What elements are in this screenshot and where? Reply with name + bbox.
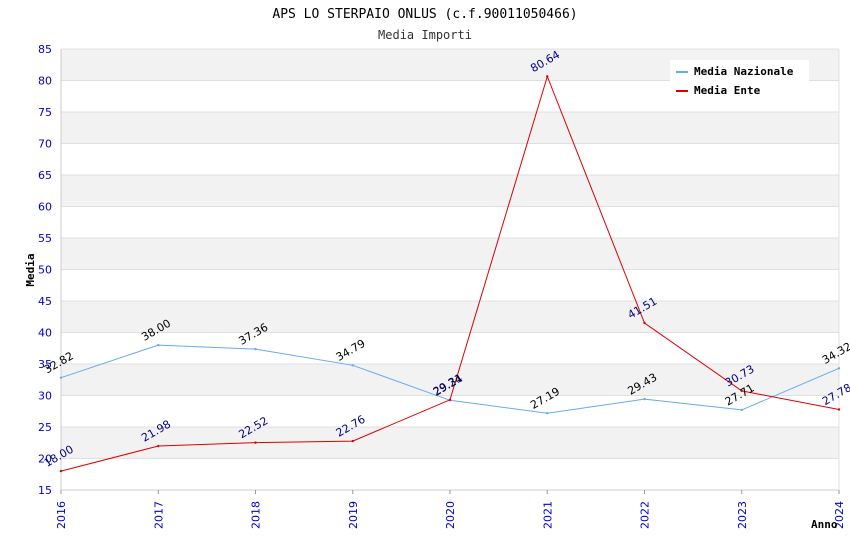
- y-tick-label: 45: [38, 295, 52, 308]
- data-point: [643, 397, 646, 401]
- data-label: 18.00: [42, 443, 76, 470]
- background-band: [61, 427, 839, 459]
- x-tick-label: 2021: [541, 501, 554, 529]
- background-band: [61, 238, 839, 270]
- x-tick-label: 2020: [444, 501, 457, 529]
- data-point: [740, 408, 743, 412]
- x-tick-label: 2023: [736, 501, 749, 529]
- data-point: [546, 412, 549, 415]
- y-tick-label: 35: [38, 358, 52, 371]
- y-tick-label: 70: [38, 138, 52, 151]
- data-point: [351, 364, 354, 367]
- x-tick-label: 2024: [833, 501, 846, 529]
- y-tick-label: 65: [38, 169, 52, 182]
- y-tick-label: 60: [38, 201, 52, 214]
- background-band: [61, 175, 839, 207]
- chart-title: APS LO STERPAIO ONLUS (c.f.90011050466): [272, 7, 577, 22]
- data-point: [837, 408, 841, 411]
- background-band: [61, 301, 839, 333]
- y-tick-label: 40: [38, 327, 52, 340]
- legend-box: [670, 60, 809, 100]
- legend-label-ente: Media Ente: [694, 84, 761, 97]
- y-tick-label: 80: [38, 75, 52, 88]
- y-tick-labels: 15 20 25 30 35 40 45 50 55 60 65 70 75 80 85: [38, 43, 52, 497]
- legend: Media Nazionale Media Ente: [670, 60, 809, 100]
- data-point: [157, 444, 160, 448]
- x-tick-label: 2018: [250, 501, 263, 529]
- y-tick-label: 25: [38, 421, 52, 434]
- y-tick-label: 85: [38, 43, 52, 56]
- x-tick-label: 2016: [55, 501, 68, 529]
- data-label: 34.79: [334, 337, 368, 364]
- y-tick-label: 15: [38, 484, 52, 497]
- axes: [60, 49, 840, 494]
- data-point: [546, 75, 549, 78]
- series-lines: [59, 74, 841, 473]
- data-point: [643, 321, 646, 325]
- data-point: [254, 441, 257, 444]
- y-tick-label: 55: [38, 232, 52, 245]
- x-tick-label: 2019: [347, 501, 360, 529]
- data-point: [351, 439, 354, 443]
- data-point: [254, 347, 257, 351]
- chart-subtitle: Media Importi: [378, 28, 472, 42]
- y-tick-label: 50: [38, 264, 52, 277]
- background-bands: [61, 49, 839, 459]
- data-point: [157, 343, 160, 347]
- x-axis-label: Anno: [811, 518, 838, 531]
- data-label: 34.32: [820, 340, 850, 367]
- x-tick-label: 2017: [152, 501, 165, 529]
- data-point: [740, 389, 743, 393]
- y-tick-label: 75: [38, 106, 52, 119]
- y-tick-label: 20: [38, 453, 52, 466]
- data-point: [837, 367, 841, 370]
- background-band: [61, 364, 839, 396]
- y-tick-label: 30: [38, 390, 52, 403]
- background-band: [61, 112, 839, 144]
- data-point: [448, 398, 452, 402]
- data-point: [59, 376, 63, 379]
- x-tick-label: 2022: [639, 501, 652, 529]
- legend-label-nazionale: Media Nazionale: [694, 65, 794, 78]
- data-point: [59, 469, 63, 473]
- x-tick-labels: 2016 2017 2018 2019 2020 2021 2022 2023 2024: [55, 501, 846, 529]
- y-axis-label: Media: [24, 253, 37, 286]
